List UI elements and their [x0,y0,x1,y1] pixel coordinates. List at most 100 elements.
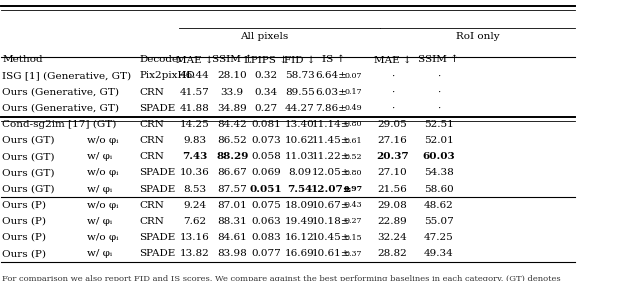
Text: ·: · [437,104,440,113]
Text: 11.14±: 11.14± [312,120,350,129]
Text: Ours (GT): Ours (GT) [3,168,55,177]
Text: 14.25: 14.25 [180,120,210,129]
Text: Decoder: Decoder [139,55,183,64]
Text: 0.15: 0.15 [344,234,362,241]
Text: 19.49: 19.49 [285,217,315,226]
Text: 58.60: 58.60 [424,185,453,194]
Text: Pix2pixHD: Pix2pixHD [139,71,195,80]
Text: 0.051: 0.051 [250,185,282,194]
Text: Ours (GT): Ours (GT) [3,185,55,194]
Text: 16.69: 16.69 [285,249,315,258]
Text: 83.98: 83.98 [218,249,247,258]
Text: 13.16: 13.16 [180,233,210,242]
Text: 27.16: 27.16 [378,136,408,145]
Text: SPADE: SPADE [139,249,175,258]
Text: 0.081: 0.081 [252,120,281,129]
Text: w/ φᵢ: w/ φᵢ [88,249,113,258]
Text: 52.51: 52.51 [424,120,453,129]
Text: 0.17: 0.17 [344,88,362,96]
Text: w/o φᵢ: w/o φᵢ [88,168,119,177]
Text: 20.37: 20.37 [376,152,409,161]
Text: CRN: CRN [139,136,164,145]
Text: 0.97: 0.97 [343,185,362,193]
Text: 0.069: 0.069 [252,168,281,177]
Text: 6.64±: 6.64± [315,71,347,80]
Text: 8.53: 8.53 [183,185,207,194]
Text: 28.82: 28.82 [378,249,408,258]
Text: 11.03: 11.03 [285,152,315,161]
Text: 7.54: 7.54 [287,185,312,194]
Text: CRN: CRN [139,201,164,210]
Text: 55.07: 55.07 [424,217,453,226]
Text: CRN: CRN [139,87,164,96]
Text: 86.52: 86.52 [218,136,247,145]
Text: SPADE: SPADE [139,104,175,113]
Text: LPIPS ↓: LPIPS ↓ [244,55,288,64]
Text: SPADE: SPADE [139,185,175,194]
Text: 0.073: 0.073 [252,136,281,145]
Text: 32.24: 32.24 [378,233,408,242]
Text: 28.10: 28.10 [218,71,247,80]
Text: 0.075: 0.075 [252,201,281,210]
Text: Ours (P): Ours (P) [3,233,47,242]
Text: 10.67±: 10.67± [312,201,350,210]
Text: ·: · [437,71,440,80]
Text: 44.27: 44.27 [285,104,315,113]
Text: 0.52: 0.52 [344,153,362,161]
Text: 84.42: 84.42 [218,120,247,129]
Text: 0.80: 0.80 [344,120,362,128]
Text: 7.62: 7.62 [183,217,207,226]
Text: ·: · [391,104,394,113]
Text: 46.44: 46.44 [180,71,210,80]
Text: 0.34: 0.34 [255,87,278,96]
Text: 8.09: 8.09 [289,168,312,177]
Text: 12.05±: 12.05± [312,168,350,177]
Text: 34.89: 34.89 [218,104,247,113]
Text: ISG [1] (Generative, GT): ISG [1] (Generative, GT) [3,71,132,80]
Text: CRN: CRN [139,217,164,226]
Text: ·: · [437,87,440,96]
Text: Cond-sg2im [17] (GT): Cond-sg2im [17] (GT) [3,120,116,129]
Text: 60.03: 60.03 [422,152,455,161]
Text: 13.82: 13.82 [180,249,210,258]
Text: Ours (Generative, GT): Ours (Generative, GT) [3,104,120,113]
Text: CRN: CRN [139,120,164,129]
Text: 84.61: 84.61 [218,233,247,242]
Text: 49.34: 49.34 [424,249,453,258]
Text: 7.86±: 7.86± [315,104,347,113]
Text: 7.43: 7.43 [182,152,207,161]
Text: 88.29: 88.29 [216,152,248,161]
Text: SPADE: SPADE [139,233,175,242]
Text: 54.38: 54.38 [424,168,453,177]
Text: 0.80: 0.80 [344,169,362,177]
Text: w/ φᵢ: w/ φᵢ [88,152,113,161]
Text: 86.67: 86.67 [218,168,247,177]
Text: w/ φᵢ: w/ φᵢ [88,217,113,226]
Text: SSIM ↑: SSIM ↑ [212,55,253,64]
Text: 41.88: 41.88 [180,104,210,113]
Text: 12.07±: 12.07± [310,185,352,194]
Text: 29.08: 29.08 [378,201,408,210]
Text: SSIM ↑: SSIM ↑ [418,55,459,64]
Text: 22.89: 22.89 [378,217,408,226]
Text: ·: · [391,87,394,96]
Text: All pixels: All pixels [240,32,288,41]
Text: 33.9: 33.9 [221,87,244,96]
Text: 0.077: 0.077 [252,249,281,258]
Text: 10.61±: 10.61± [312,249,350,258]
Text: Ours (P): Ours (P) [3,217,47,226]
Text: Ours (P): Ours (P) [3,201,47,210]
Text: w/o φᵢ: w/o φᵢ [88,233,119,242]
Text: Ours (P): Ours (P) [3,249,47,258]
Text: 10.62: 10.62 [285,136,315,145]
Text: Ours (GT): Ours (GT) [3,152,55,161]
Text: 29.05: 29.05 [378,120,408,129]
Text: Ours (Generative, GT): Ours (Generative, GT) [3,87,120,96]
Text: 87.57: 87.57 [218,185,247,194]
Text: 0.32: 0.32 [255,71,278,80]
Text: 0.49: 0.49 [344,104,362,112]
Text: 27.10: 27.10 [378,168,408,177]
Text: 11.45±: 11.45± [312,136,350,145]
Text: MAE ↓: MAE ↓ [176,55,214,64]
Text: 0.083: 0.083 [252,233,281,242]
